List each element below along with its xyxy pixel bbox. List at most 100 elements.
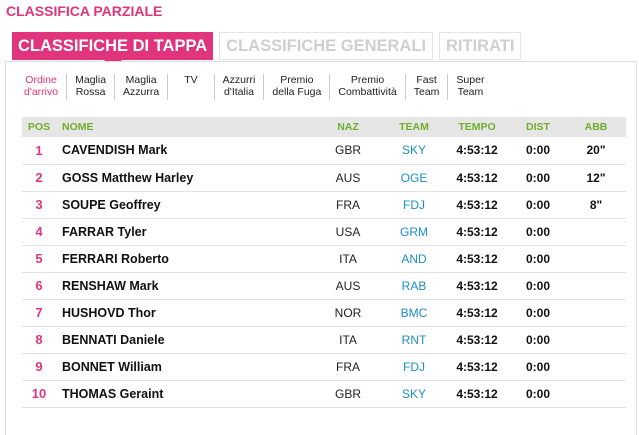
cell-nation: GBR (312, 380, 384, 408)
cell-bonus: 20" (566, 137, 626, 165)
cell-gap: 0:00 (510, 326, 566, 354)
table-row: 7 HUSHOVD Thor NOR BMC 4:53:12 0:00 (22, 299, 626, 327)
cell-time: 4:53:12 (444, 326, 510, 354)
table-row: 9 BONNET William FRA FDJ 4:53:12 0:00 (22, 353, 626, 381)
subtab-line1: Ordine (25, 74, 57, 86)
cell-gap: 0:00 (510, 353, 566, 381)
subtab-line2: d'arrivo (24, 86, 59, 98)
col-header-naz: NAZ (312, 117, 384, 137)
cell-rider-name[interactable]: FERRARI Roberto (56, 245, 312, 273)
cell-gap: 0:00 (510, 137, 566, 165)
subtab-line2: Rossa (75, 86, 106, 98)
table-row: 4 FARRAR Tyler USA GRM 4:53:12 0:00 (22, 218, 626, 246)
cell-team-link[interactable]: SKY (384, 137, 444, 165)
cell-nation: AUS (312, 164, 384, 192)
cell-time: 4:53:12 (444, 137, 510, 165)
cell-time: 4:53:12 (444, 218, 510, 246)
col-header-dist: DIST (510, 117, 566, 137)
cell-rider-name[interactable]: CAVENDISH Mark (56, 137, 312, 165)
table-row: 3 SOUPE Geoffrey FRA FDJ 4:53:12 0:00 8" (22, 191, 626, 219)
cell-nation: AUS (312, 272, 384, 300)
cell-pos: 3 (22, 191, 56, 219)
cell-time: 4:53:12 (444, 164, 510, 192)
cell-pos: 7 (22, 299, 56, 327)
table-row: 6 RENSHAW Mark AUS RAB 4:53:12 0:00 (22, 272, 626, 300)
cell-team-link[interactable]: AND (384, 245, 444, 273)
tab-ritirati[interactable]: RITIRATI (439, 32, 522, 60)
cell-pos: 5 (22, 245, 56, 273)
cell-team-link[interactable]: RAB (384, 272, 444, 300)
cell-pos: 6 (22, 272, 56, 300)
main-tabs: CLASSIFICHE DI TAPPA CLASSIFICHE GENERAL… (12, 32, 522, 69)
cell-nation: ITA (312, 245, 384, 273)
subtab-line2: Team (457, 86, 484, 98)
subtab-line1: Premio (350, 74, 385, 86)
tab-label: CLASSIFICHE GENERALI (226, 37, 427, 55)
results-panel: Ordine d'arrivo Maglia Rossa Maglia Azzu… (5, 61, 637, 435)
cell-team-link[interactable]: FDJ (384, 353, 444, 381)
subtab-line2: della Fuga (272, 86, 322, 98)
subtab-premio-fuga[interactable]: Premio della Fuga (263, 74, 329, 100)
subtab-maglia-azzurra[interactable]: Maglia Azzurra (114, 74, 167, 100)
cell-rider-name[interactable]: RENSHAW Mark (56, 272, 312, 300)
cell-bonus (566, 218, 626, 246)
subtab-line1: Super (456, 74, 485, 86)
cell-time: 4:53:12 (444, 353, 510, 381)
table-row: 5 FERRARI Roberto ITA AND 4:53:12 0:00 (22, 245, 626, 273)
subtab-line1: Fast (416, 74, 437, 86)
cell-gap: 0:00 (510, 272, 566, 300)
cell-nation: FRA (312, 191, 384, 219)
tab-classifiche-di-tappa[interactable]: CLASSIFICHE DI TAPPA (12, 32, 214, 69)
subtab-fast-team[interactable]: Fast Team (404, 74, 448, 100)
col-header-nome: NOME (56, 117, 312, 137)
cell-pos: 8 (22, 326, 56, 354)
page-title: CLASSIFICA PARZIALE (6, 3, 163, 19)
sub-tabs: Ordine d'arrivo Maglia Rossa Maglia Azzu… (18, 74, 492, 104)
subtab-line2: d'Italia (223, 86, 254, 98)
table-row: 2 GOSS Matthew Harley AUS OGE 4:53:12 0:00 12" (22, 164, 626, 192)
cell-team-link[interactable]: GRM (384, 218, 444, 246)
cell-nation: GBR (312, 137, 384, 165)
cell-nation: ITA (312, 326, 384, 354)
cell-time: 4:53:12 (444, 380, 510, 408)
col-header-abb: ABB (566, 117, 626, 137)
cell-team-link[interactable]: RNT (384, 326, 444, 354)
subtab-line1: Premio (280, 74, 314, 86)
cell-gap: 0:00 (510, 299, 566, 327)
cell-bonus (566, 299, 626, 327)
subtab-line1: Maglia (75, 74, 107, 86)
subtab-maglia-rossa[interactable]: Maglia Rossa (66, 74, 114, 100)
col-header-pos: POS (22, 117, 56, 137)
subtab-ordine-arrivo[interactable]: Ordine d'arrivo (18, 74, 66, 100)
cell-bonus: 12" (566, 164, 626, 192)
results-table: POS NOME NAZ TEAM TEMPO DIST ABB 1 CAVEND… (22, 117, 626, 408)
col-header-tempo: TEMPO (444, 117, 510, 137)
cell-rider-name[interactable]: SOUPE Geoffrey (56, 191, 312, 219)
table-header-row: POS NOME NAZ TEAM TEMPO DIST ABB (22, 117, 626, 137)
cell-team-link[interactable]: SKY (384, 380, 444, 408)
subtab-super-team[interactable]: Super Team (447, 74, 492, 100)
subtab-line2: Combattività (338, 86, 397, 98)
cell-rider-name[interactable]: GOSS Matthew Harley (56, 164, 312, 192)
cell-team-link[interactable]: BMC (384, 299, 444, 327)
subtab-tv[interactable]: TV (167, 74, 213, 100)
cell-pos: 1 (22, 137, 56, 165)
cell-rider-name[interactable]: FARRAR Tyler (56, 218, 312, 246)
cell-bonus (566, 245, 626, 273)
tab-classifiche-generali[interactable]: CLASSIFICHE GENERALI (219, 32, 434, 60)
cell-rider-name[interactable]: BONNET William (56, 353, 312, 381)
subtab-azzurri-italia[interactable]: Azzurri d'Italia (213, 74, 264, 100)
cell-pos: 9 (22, 353, 56, 381)
cell-time: 4:53:12 (444, 191, 510, 219)
cell-time: 4:53:12 (444, 272, 510, 300)
cell-pos: 10 (22, 380, 56, 408)
cell-team-link[interactable]: OGE (384, 164, 444, 192)
table-row: 8 BENNATI Daniele ITA RNT 4:53:12 0:00 (22, 326, 626, 354)
cell-team-link[interactable]: FDJ (384, 191, 444, 219)
subtab-line1: Maglia (125, 74, 157, 86)
subtab-line2: Team (413, 86, 440, 98)
cell-rider-name[interactable]: BENNATI Daniele (56, 326, 312, 354)
subtab-premio-combattivita[interactable]: Premio Combattività (329, 74, 404, 100)
cell-rider-name[interactable]: HUSHOVD Thor (56, 299, 312, 327)
cell-rider-name[interactable]: THOMAS Geraint (56, 380, 312, 408)
